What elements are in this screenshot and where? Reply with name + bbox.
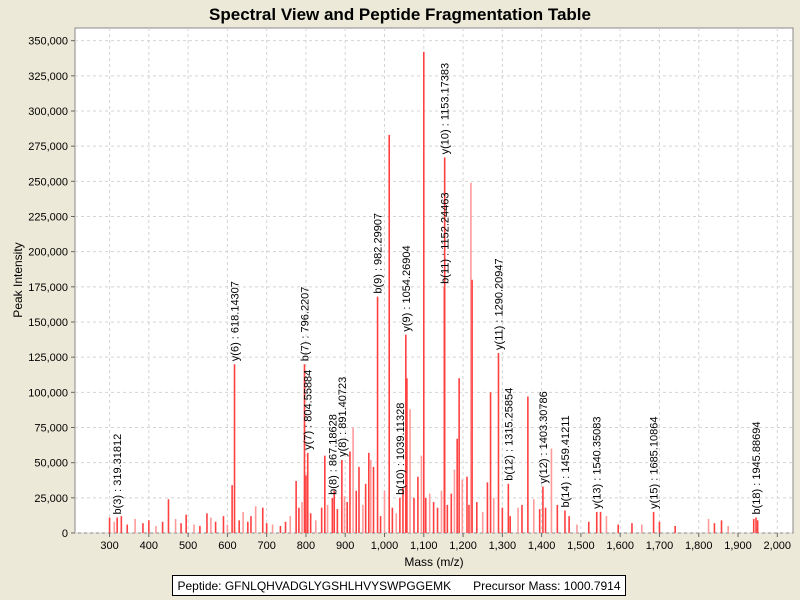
peak-annotation-label: y(8) : 891.40723 (337, 377, 349, 457)
y-tick-label: 225,000 (28, 211, 68, 223)
x-tick-label: 1,500 (567, 540, 595, 552)
y-tick-label: 0 (62, 528, 68, 540)
x-tick-label: 600 (218, 540, 236, 552)
y-tick-label: 50,000 (34, 458, 68, 470)
x-tick-label: 300 (100, 540, 118, 552)
y-tick-label: 75,000 (34, 422, 68, 434)
y-tick-label: 325,000 (28, 71, 68, 83)
y-tick-label: 200,000 (28, 247, 68, 259)
peak-annotation-label: b(12) : 1315.25854 (503, 388, 515, 481)
y-tick-label: 25,000 (34, 493, 68, 505)
x-tick-label: 1,900 (724, 540, 752, 552)
x-tick-label: 1,600 (606, 540, 634, 552)
chart-title: Spectral View and Peptide Fragmentation … (209, 5, 591, 24)
x-axis-label: Mass (m/z) (404, 555, 463, 569)
x-tick-label: 1,400 (528, 540, 556, 552)
y-axis-label: Peak Intensity (11, 242, 25, 317)
plot-area (74, 27, 794, 534)
peak-annotation-label: y(9) : 1054.26904 (401, 245, 413, 331)
x-tick-label: 1,100 (410, 540, 438, 552)
peak-annotation-label: y(6) : 618.14307 (230, 281, 242, 361)
peak-annotation-label: b(7) : 796.2207 (299, 287, 311, 362)
peak-annotation-label: y(11) : 1290.20947 (493, 258, 505, 350)
x-tick-label: 1,200 (449, 540, 477, 552)
peaks (108, 51, 759, 533)
y-tick-label: 350,000 (28, 36, 68, 48)
y-tick-label: 125,000 (28, 352, 68, 364)
peak-annotation-label: b(14) : 1459.41211 (560, 415, 572, 507)
x-tick-label: 700 (257, 540, 275, 552)
peak-annotation-label: y(10) : 1153.17383 (440, 63, 452, 155)
peak-annotation-label: y(15) : 1685.10864 (649, 417, 661, 509)
grid (75, 28, 793, 534)
legend: Peptide: GFNLQHVADGLYGSHLHVYSWPGGEMK Pre… (172, 575, 626, 596)
peak-annotation-label: y(12) : 1403.30786 (538, 391, 550, 483)
peak-annotation-label: b(18) : 1945.88694 (751, 422, 763, 515)
precursor-mass: Precursor Mass: 1000.7914 (473, 578, 621, 593)
y-tick-label: 100,000 (28, 387, 68, 399)
x-tick-label: 1,700 (646, 540, 674, 552)
x-axis: 300 400 500 600 700 800 900 1,000 1,100 1,200 1,30… (100, 533, 791, 552)
x-tick-label: 800 (297, 540, 315, 552)
x-tick-label: 400 (140, 540, 158, 552)
peptide-sequence: Peptide: GFNLQHVADGLYGSHLHVYSWPGGEMK (177, 578, 452, 593)
x-tick-label: 2,000 (764, 540, 792, 552)
peak-annotation-label: y(7) : 804.55884 (303, 370, 315, 450)
x-tick-label: 500 (179, 540, 197, 552)
peak-annotation-label: y(13) : 1540.35083 (592, 417, 604, 509)
y-axis: 0 25,000 50,000 75,000 100,000 125,000 150,000… (28, 36, 75, 540)
y-tick-label: 175,000 (28, 282, 68, 294)
x-tick-label: 1,800 (685, 540, 713, 552)
y-tick-label: 250,000 (28, 176, 68, 188)
y-tick-label: 300,000 (28, 106, 68, 118)
peak-annotation-label: b(9) : 982.29907 (373, 213, 385, 294)
annotations: b(3) : 319.31812 y(6) : 618.14307 b(7) : 7… (112, 63, 763, 515)
peak-annotation-label: b(11) : 1152.24463 (439, 192, 451, 283)
x-tick-label: 1,300 (489, 540, 517, 552)
x-tick-label: 1,000 (371, 540, 399, 552)
y-tick-label: 275,000 (28, 141, 68, 153)
peak-annotation-label: b(10) : 1039.11328 (395, 403, 407, 495)
y-tick-label: 150,000 (28, 317, 68, 329)
peak-annotation-label: b(3) : 319.31812 (112, 434, 124, 515)
peak-annotation-label: b(8) : 867.18628 (327, 414, 339, 495)
x-tick-label: 900 (336, 540, 354, 552)
